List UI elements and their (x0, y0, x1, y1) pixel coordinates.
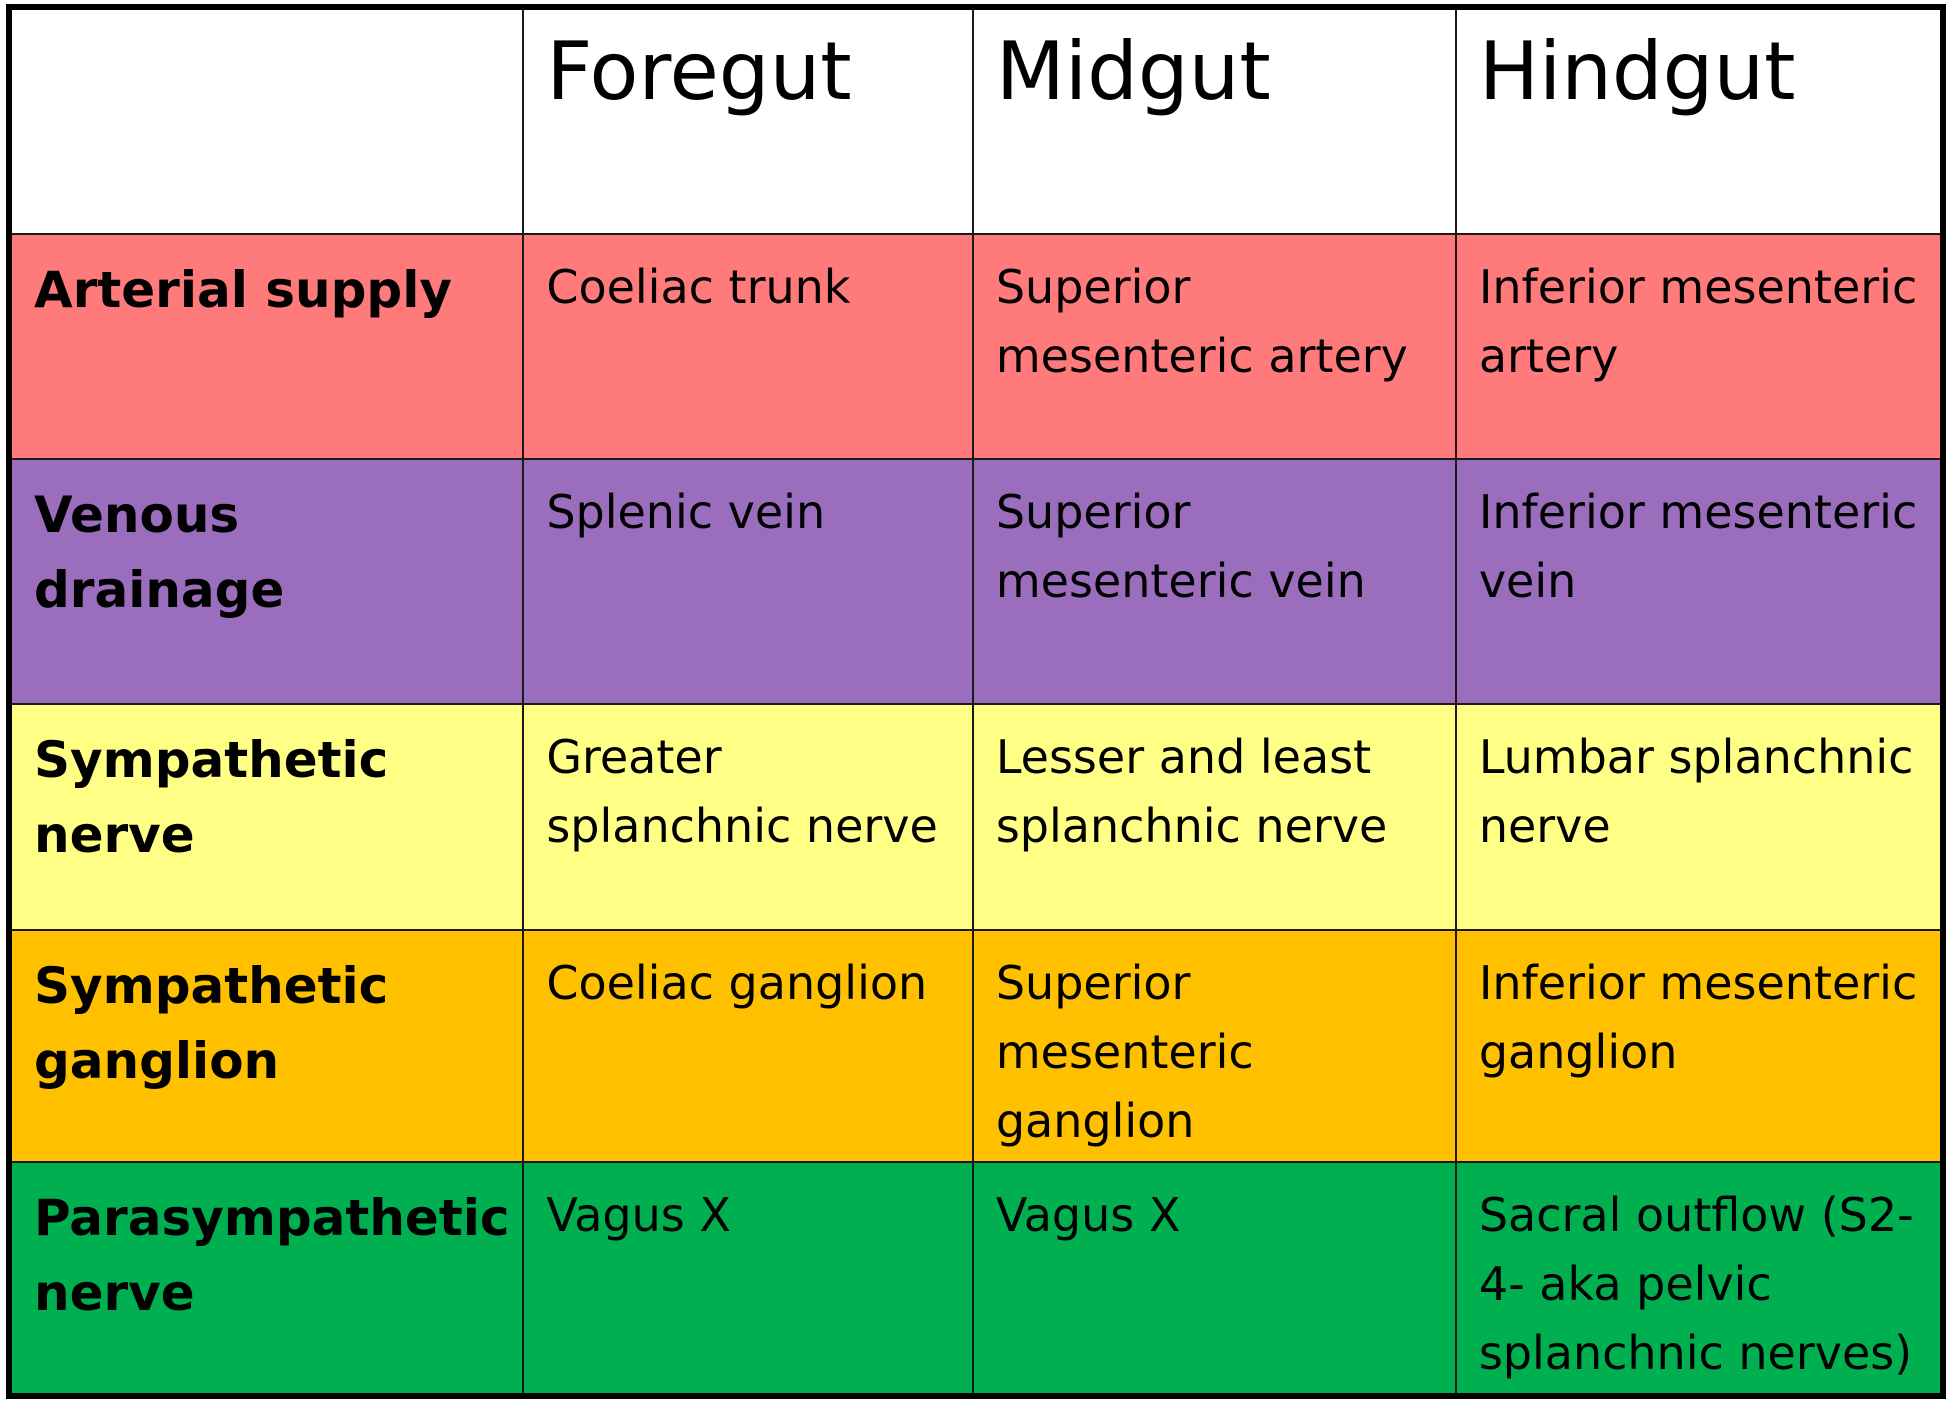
cell-hindgut-sympathetic-nerve: Lumbar splanchnic nerve (1454, 702, 1945, 932)
header-corner-cell (7, 6, 525, 235)
cell-foregut-arterial: Coeliac trunk (522, 232, 974, 461)
cell-hindgut-parasympathetic: Sacral outflow (S2-4- aka pelvic splanch… (1454, 1161, 1945, 1397)
cell-foregut-sympathetic-ganglion: Coeliac ganglion (522, 929, 974, 1164)
row-label-parasympathetic-nerve: Parasympathetic nerve (7, 1161, 525, 1397)
row-label-sympathetic-nerve: Sympathetic nerve (7, 702, 525, 932)
cell-midgut-venous: Superior mesenteric vein (971, 458, 1457, 705)
cell-midgut-sympathetic-ganglion: Superior mesenteric ganglion (971, 929, 1457, 1164)
table-row: Sympathetic nerve Greater splanchnic ner… (7, 702, 1945, 932)
cell-hindgut-arterial: Inferior mesenteric artery (1454, 232, 1945, 461)
header-hindgut: Hindgut (1454, 6, 1945, 235)
cell-foregut-venous: Splenic vein (522, 458, 974, 705)
table-row: Parasympathetic nerve Vagus X Vagus X Sa… (7, 1161, 1945, 1397)
header-foregut: Foregut (522, 6, 974, 235)
row-label-sympathetic-ganglion: Sympathetic ganglion (7, 929, 525, 1164)
cell-hindgut-venous: Inferior mesenteric vein (1454, 458, 1945, 705)
header-midgut: Midgut (971, 6, 1457, 235)
table-row: Venous drainage Splenic vein Superior me… (7, 458, 1945, 705)
gut-comparison-table: Foregut Midgut Hindgut Arterial supply C… (6, 4, 1946, 1399)
cell-midgut-parasympathetic: Vagus X (971, 1161, 1457, 1397)
row-label-venous-drainage: Venous drainage (7, 458, 525, 705)
row-label-arterial-supply: Arterial supply (7, 232, 525, 461)
cell-hindgut-sympathetic-ganglion: Inferior mesenteric ganglion (1454, 929, 1945, 1164)
table-row: Arterial supply Coeliac trunk Superior m… (7, 232, 1945, 461)
cell-midgut-sympathetic-nerve: Lesser and least splanchnic nerve (971, 702, 1457, 932)
cell-foregut-parasympathetic: Vagus X (522, 1161, 974, 1397)
cell-foregut-sympathetic-nerve: Greater splanchnic nerve (522, 702, 974, 932)
header-row: Foregut Midgut Hindgut (7, 6, 1945, 235)
table-row: Sympathetic ganglion Coeliac ganglion Su… (7, 929, 1945, 1164)
cell-midgut-arterial: Superior mesenteric artery (971, 232, 1457, 461)
